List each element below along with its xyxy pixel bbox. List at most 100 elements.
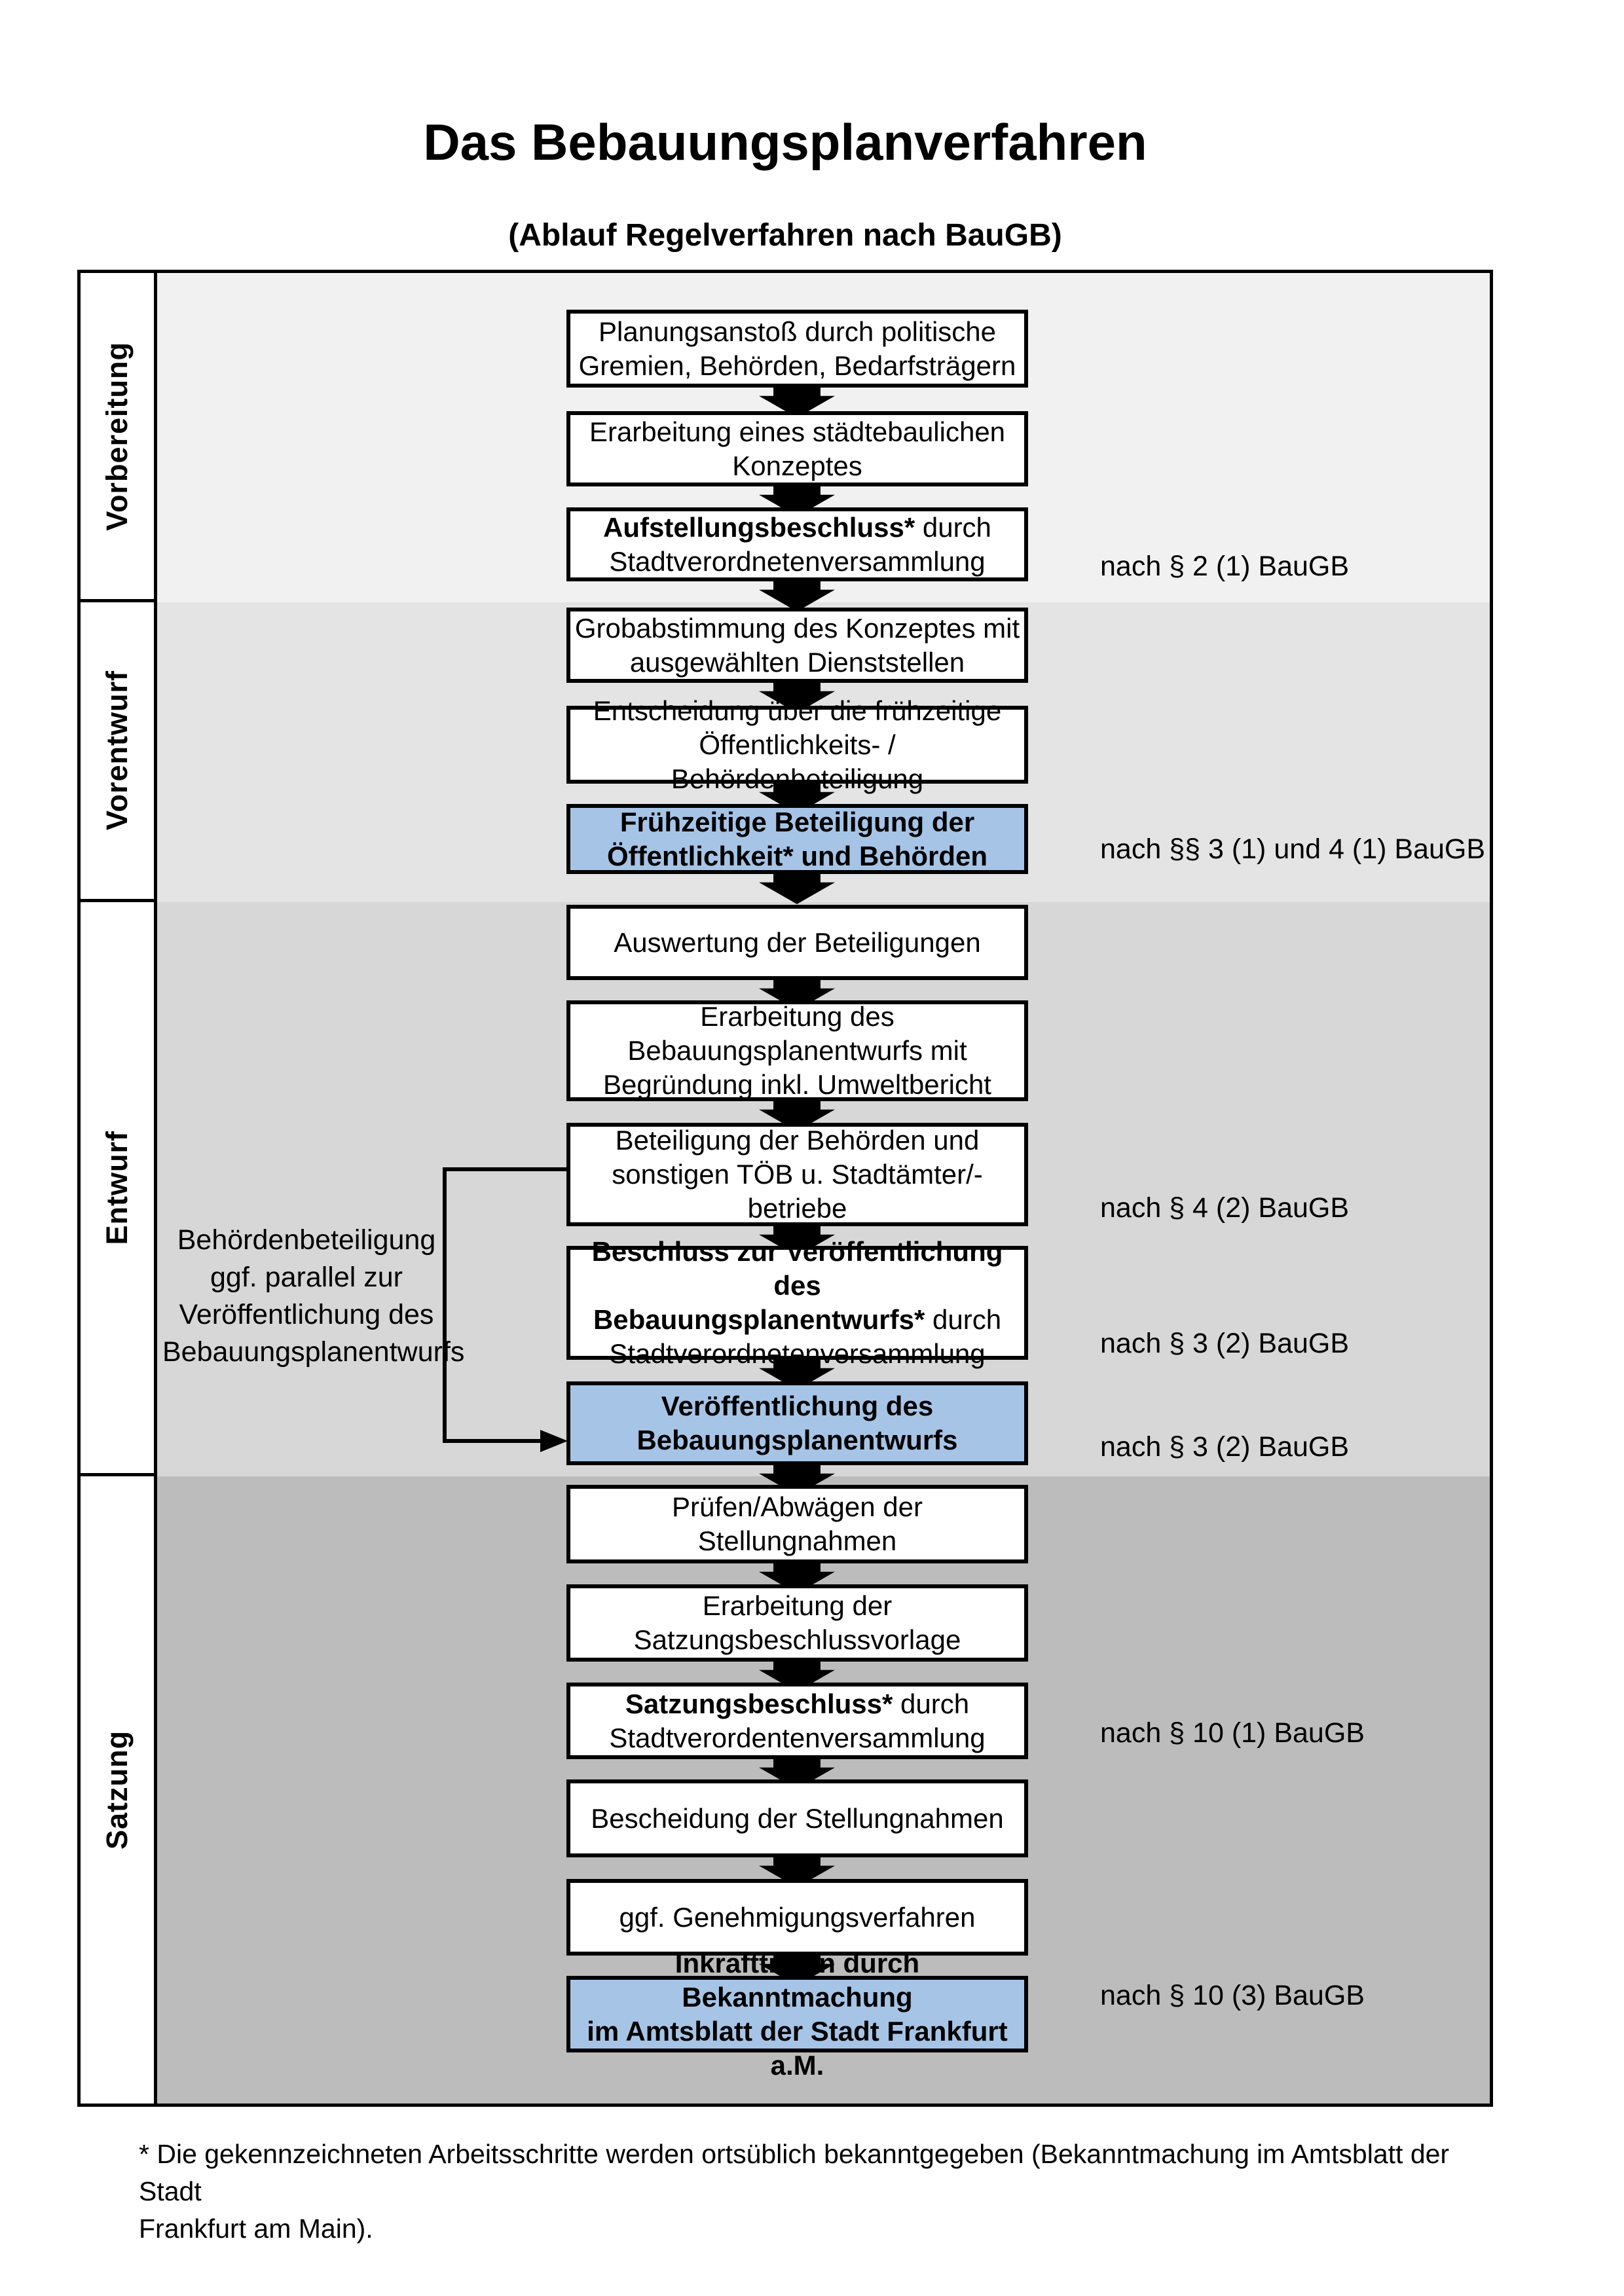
text-segment: Satzungsbeschlussvorlage bbox=[633, 1624, 961, 1655]
legal-note: nach § 3 (2) BauGB bbox=[1100, 1328, 1350, 1359]
text-segment: Entscheidung über die frühzeitige bbox=[593, 695, 1002, 726]
flow-box-3: Aufstellungsbeschluss* durch Stadtverordn… bbox=[566, 507, 1028, 581]
flow-box-line: Planungsanstoß durch politische bbox=[570, 315, 1024, 349]
flow-box-11: Veröffentlichung des Bebauungsplanentwurf… bbox=[566, 1381, 1028, 1465]
parallel-process-note-line: Bebauungsplanentwurfs bbox=[162, 1336, 465, 1368]
text-segment: sonstigen TÖB u. Stadtämter/-betriebe bbox=[612, 1159, 983, 1224]
flow-box-line: Bebauungsplanentwurfs bbox=[570, 1423, 1024, 1457]
parallel-process-note-line: ggf. parallel zur bbox=[210, 1262, 403, 1293]
flow-box-line: Prüfen/Abwägen der Stellungnahmen bbox=[570, 1490, 1024, 1558]
flow-box-10: Beschluss zur Veröffentlichung des Bebauu… bbox=[566, 1236, 1028, 1369]
text-segment: Stadtverordentenversammlung bbox=[609, 1722, 986, 1753]
flow-box-9: Beteiligung der Behörden und sonstigen TÖ… bbox=[566, 1123, 1028, 1226]
text-segment: durch bbox=[915, 511, 991, 543]
text-segment: Bescheidung der Stellungnahmen bbox=[591, 1802, 1004, 1834]
flow-box-12: Prüfen/Abwägen der Stellungnahmen bbox=[566, 1485, 1028, 1563]
text-segment: Begründung inkl. Umweltbericht bbox=[603, 1069, 991, 1100]
flow-box-line: Inkrafttreten durch Bekanntmachung bbox=[570, 1946, 1024, 2014]
footnote-line: * Die gekennzeichneten Arbeitsschritte w… bbox=[139, 2139, 1450, 2206]
phase-label: Vorentwurf bbox=[100, 670, 134, 831]
flow-box-line: Entscheidung über die frühzeitige bbox=[570, 694, 1024, 728]
text-segment: Erarbeitung der bbox=[702, 1590, 893, 1621]
parallel-connector-top-line bbox=[443, 1167, 566, 1171]
legal-note: nach § 10 (3) BauGB bbox=[1100, 1980, 1365, 2011]
parallel-process-note-line: Veröffentlichung des bbox=[179, 1299, 434, 1330]
text-segment: Bebauungsplanentwurfs* bbox=[593, 1304, 925, 1335]
flowchart-frame: Vorbereitung Vorentwurf Entwurf Satzung … bbox=[77, 270, 1493, 2107]
flow-box-line: Erarbeitung eines städtebaulichen bbox=[570, 415, 1024, 449]
text-segment: Beteiligung der Behörden und bbox=[615, 1125, 980, 1156]
text-segment: Planungsanstoß durch politische bbox=[598, 316, 997, 347]
text-segment: Beschluss zur Veröffentlichung des bbox=[591, 1236, 1003, 1301]
text-segment: Stadtverordnetenversammlung bbox=[609, 545, 986, 577]
text-segment: durch bbox=[893, 1688, 970, 1719]
text-segment: Bebauungsplanentwurfs bbox=[637, 1425, 958, 1455]
flow-box-line: Konzeptes bbox=[570, 449, 1024, 483]
text-segment: durch bbox=[925, 1304, 1002, 1335]
flow-box-line: Aufstellungsbeschluss* durch bbox=[570, 511, 1024, 545]
phase-label-column: Vorbereitung Vorentwurf Entwurf Satzung bbox=[81, 273, 157, 2104]
flow-box-line: ggf. Genehmigungsverfahren bbox=[570, 1901, 1024, 1935]
text-segment: Veröffentlichung des bbox=[661, 1391, 934, 1421]
flow-box-1: Planungsanstoß durch politische Gremien, … bbox=[566, 310, 1028, 388]
parallel-connector-arrowhead-icon bbox=[540, 1430, 568, 1452]
text-segment: Erarbeitung eines städtebaulichen bbox=[589, 416, 1006, 447]
phase-label-cell-satzung: Satzung bbox=[81, 1476, 154, 2104]
flow-box-8: Erarbeitung des Bebauungsplanentwurfs mit… bbox=[566, 1000, 1028, 1101]
flow-box-line: Satzungsbeschluss* durch bbox=[570, 1687, 1024, 1721]
flow-box-line: Beschluss zur Veröffentlichung des bbox=[570, 1235, 1024, 1303]
phase-label: Entwurf bbox=[100, 1130, 134, 1245]
flow-box-line: Frühzeitige Beteiligung der bbox=[570, 805, 1024, 839]
flow-box-line: sonstigen TÖB u. Stadtämter/-betriebe bbox=[570, 1157, 1024, 1226]
text-segment: ggf. Genehmigungsverfahren bbox=[619, 1901, 976, 1933]
text-segment: Grobabstimmung des Konzeptes mit bbox=[574, 612, 1020, 644]
footnote-line: Frankfurt am Main). bbox=[139, 2214, 373, 2244]
flow-box-15: Bescheidung der Stellungnahmen bbox=[566, 1779, 1028, 1857]
text-segment: Gremien, Behörden, Bedarfsträgern bbox=[578, 350, 1016, 381]
flow-box-16: ggf. Genehmigungsverfahren bbox=[566, 1879, 1028, 1956]
flow-box-line: Beteiligung der Behörden und bbox=[570, 1123, 1024, 1157]
flow-box-4: Grobabstimmung des Konzeptes mit ausgewäh… bbox=[566, 608, 1028, 683]
text-segment: Bebauungsplanentwurfs mit bbox=[627, 1035, 967, 1066]
flow-box-line: Grobabstimmung des Konzeptes mit bbox=[570, 611, 1024, 646]
legal-note: nach § 2 (1) BauGB bbox=[1100, 551, 1350, 582]
text-segment: Frühzeitige Beteiligung der bbox=[619, 806, 975, 837]
flow-box-line: Satzungsbeschlussvorlage bbox=[570, 1623, 1024, 1657]
phase-label-cell-entwurf: Entwurf bbox=[81, 902, 154, 1476]
parallel-process-note-line: Behördenbeteiligung bbox=[177, 1224, 436, 1256]
flow-box-line: Erarbeitung des bbox=[570, 1000, 1024, 1034]
flow-box-line: Öffentlichkeit* und Behörden bbox=[570, 839, 1024, 873]
flow-box-line: Stadtverordnetenversammlung bbox=[570, 545, 1024, 579]
phase-label-cell-vorentwurf: Vorentwurf bbox=[81, 602, 154, 902]
phase-label: Satzung bbox=[100, 1730, 134, 1850]
text-segment: Konzeptes bbox=[732, 450, 862, 481]
text-segment: durch Bekanntmachung bbox=[682, 1947, 920, 2013]
flow-box-line: Erarbeitung der bbox=[570, 1589, 1024, 1623]
flow-box-7: Auswertung der Beteiligungen bbox=[566, 905, 1028, 980]
flow-box-line: Gremien, Behörden, Bedarfsträgern bbox=[570, 349, 1024, 383]
flow-box-13: Erarbeitung der Satzungsbeschlussvorlage bbox=[566, 1584, 1028, 1662]
flow-box-line: Veröffentlichung des bbox=[570, 1389, 1024, 1423]
parallel-connector-bottom-line bbox=[443, 1439, 544, 1443]
flow-box-line: im Amtsblatt der Stadt Frankfurt a.M. bbox=[570, 2014, 1024, 2083]
legal-note: nach § 3 (2) BauGB bbox=[1100, 1431, 1350, 1463]
phase-label-cell-vorbereitung: Vorbereitung bbox=[81, 273, 154, 602]
phase-label: Vorbereitung bbox=[100, 341, 134, 531]
legal-note: nach § 4 (2) BauGB bbox=[1100, 1192, 1350, 1224]
flow-box-line: Begründung inkl. Umweltbericht bbox=[570, 1068, 1024, 1102]
parallel-process-note: Behördenbeteiligung ggf. parallel zur Ve… bbox=[162, 1222, 465, 1371]
page-subtitle: (Ablauf Regelverfahren nach BauGB) bbox=[508, 218, 1062, 253]
text-segment: Öffentlichkeit* und Behörden bbox=[606, 840, 988, 871]
text-segment: Satzungsbeschluss* bbox=[625, 1688, 893, 1719]
legal-note: nach § 10 (1) BauGB bbox=[1100, 1717, 1365, 1749]
flow-box-5: Entscheidung über die frühzeitige Öffentl… bbox=[566, 695, 1028, 794]
flow-box-line: Bebauungsplanentwurfs* durch bbox=[570, 1303, 1024, 1337]
parallel-connector-vertical-line bbox=[443, 1167, 447, 1443]
flow-box-line: Auswertung der Beteiligungen bbox=[570, 926, 1024, 960]
flow-box-line: Bebauungsplanentwurfs mit bbox=[570, 1034, 1024, 1068]
text-segment: Inkrafttreten bbox=[674, 1947, 836, 1978]
legal-note: nach §§ 3 (1) und 4 (1) BauGB bbox=[1100, 833, 1486, 865]
flow-box-line: ausgewählten Dienststellen bbox=[570, 646, 1024, 680]
text-segment: Aufstellungsbeschluss* bbox=[603, 511, 915, 543]
